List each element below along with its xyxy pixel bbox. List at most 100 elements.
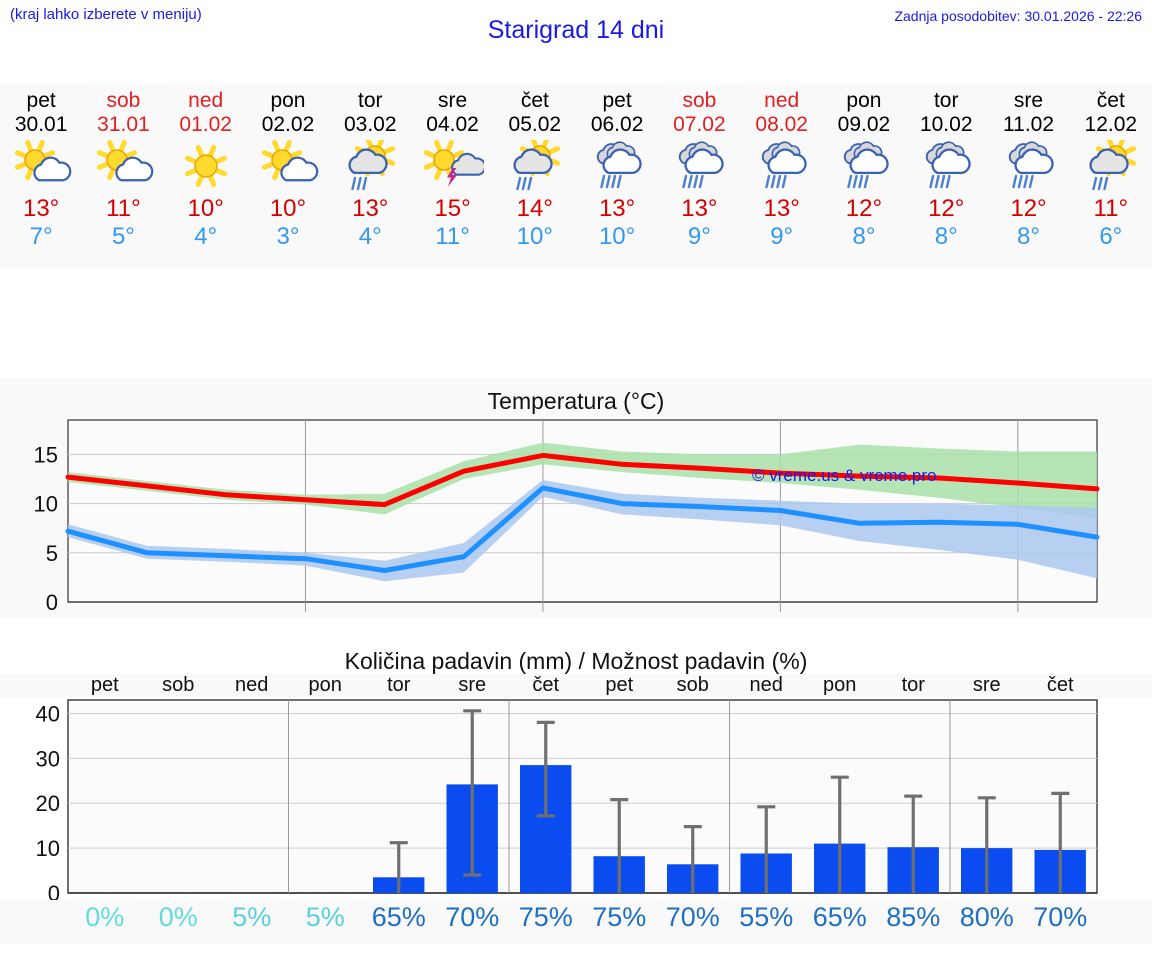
svg-text:20: 20: [36, 791, 60, 816]
precip-day-label-9: ned: [749, 674, 783, 696]
day-column-8[interactable]: sob 07.02 13° 9°: [658, 84, 740, 268]
day-min-temp: 9°: [770, 223, 794, 250]
precip-probability-8: 70%: [665, 902, 720, 932]
precip-probability-9: 55%: [739, 902, 794, 932]
day-name: sob: [106, 89, 141, 112]
sun-cloud-thunder-icon: [422, 139, 484, 195]
day-column-9[interactable]: ned 08.02 13° 9°: [741, 84, 823, 268]
day-date: 12.02: [1084, 113, 1138, 136]
day-column-3[interactable]: pon 02.02 10° 3°: [247, 84, 329, 268]
cloud-rain-icon: [833, 139, 895, 195]
day-date: 07.02: [673, 113, 726, 136]
day-min-temp: 4°: [358, 223, 382, 250]
cloud-rain-icon: [751, 139, 813, 195]
day-column-2[interactable]: ned 01.02 10° 4°: [165, 84, 247, 268]
day-max-temp: 11°: [1093, 195, 1129, 222]
precip-day-label-2: ned: [235, 674, 269, 696]
precip-day-label-5: sre: [458, 674, 487, 696]
day-max-temp: 12°: [1010, 195, 1047, 222]
day-column-12[interactable]: sre 11.02 12° 8°: [987, 84, 1069, 268]
cloud-rain-icon: [998, 139, 1060, 195]
day-max-temp: 12°: [928, 195, 965, 222]
precip-day-label-13: čet: [1046, 674, 1074, 696]
day-column-4[interactable]: tor 03.02 13° 4°: [329, 84, 411, 268]
day-column-0[interactable]: pet 30.01 13° 7°: [0, 84, 82, 268]
day-min-temp: 10°: [598, 223, 636, 250]
precip-day-label-1: sob: [162, 674, 195, 696]
day-date: 08.02: [755, 113, 808, 136]
precip-probability-2: 5%: [232, 902, 272, 932]
location-hint[interactable]: (kraj lahko izberete v meniju): [10, 6, 202, 23]
sun-cloud-rain-icon: [1080, 139, 1142, 195]
precip-day-label-0: pet: [90, 674, 119, 696]
precip-day-label-11: tor: [901, 674, 925, 696]
day-date: 11.02: [1003, 113, 1055, 136]
day-max-temp: 13°: [598, 195, 636, 222]
temperature-chart-title: Temperatura (°C): [487, 388, 665, 414]
precip-day-label-8: sob: [676, 674, 709, 696]
sun-icon: [175, 139, 237, 195]
day-date: 02.02: [261, 113, 315, 136]
day-name: pet: [602, 89, 632, 112]
day-column-11[interactable]: tor 10.02 12° 8°: [905, 84, 987, 268]
day-name: tor: [358, 89, 383, 112]
daily-forecast-strip: pet 30.01 13° 7° sob 31.01 11° 5° ned 01.0…: [0, 84, 1152, 268]
page-title: Starigrad 14 dni: [487, 16, 665, 44]
sun-cloud-icon: [10, 139, 72, 195]
svg-text:10: 10: [36, 836, 60, 861]
sun-cloud-rain-icon: [504, 139, 566, 195]
precip-probability-12: 80%: [959, 902, 1014, 932]
precipitation-chart-title: Količina padavin (mm) / Možnost padavin …: [344, 648, 808, 674]
day-max-temp: 12°: [845, 195, 883, 222]
day-max-temp: 11°: [106, 195, 141, 222]
day-name: pon: [846, 89, 882, 112]
precip-day-label-10: pon: [823, 674, 857, 696]
precip-probability-6: 75%: [518, 902, 573, 932]
precip-probability-7: 75%: [592, 902, 647, 932]
last-update-label: Zadnja posodobitev: 30.01.2026 - 22:26: [894, 8, 1142, 24]
day-date: 05.02: [508, 113, 562, 136]
day-max-temp: 15°: [434, 195, 471, 222]
day-min-temp: 10°: [516, 223, 553, 250]
day-name: tor: [933, 89, 959, 112]
precip-probability-10: 65%: [812, 902, 867, 932]
day-name: čet: [520, 89, 549, 112]
day-max-temp: 13°: [763, 195, 800, 222]
day-name: sre: [1013, 89, 1044, 112]
day-max-temp: 13°: [352, 195, 389, 222]
day-column-10[interactable]: pon 09.02 12° 8°: [823, 84, 905, 268]
precipitation-day-labels: pet sob ned pon tor sre čet pet sob ned pon tor sre č…: [0, 674, 1152, 698]
day-column-5[interactable]: sre 04.02 15° 11°: [411, 84, 493, 268]
day-name: čet: [1096, 89, 1125, 112]
day-name: sre: [437, 89, 468, 112]
day-min-temp: 6°: [1099, 223, 1123, 250]
cloud-rain-icon: [915, 139, 977, 195]
day-min-temp: 4°: [194, 223, 218, 250]
precip-probability-0: 0%: [85, 902, 125, 932]
day-name: sob: [682, 89, 717, 112]
day-min-temp: 5°: [111, 223, 135, 250]
precip-probability-4: 65%: [371, 902, 426, 932]
day-min-temp: 8°: [852, 223, 876, 250]
day-column-7[interactable]: pet 06.02 13° 10°: [576, 84, 658, 268]
sun-cloud-icon: [92, 139, 154, 195]
page-header: (kraj lahko izberete v meniju) Starigrad…: [0, 0, 1152, 80]
watermark-label: © vreme.us & vreme.pro: [752, 466, 937, 485]
precip-probability-5: 70%: [445, 902, 500, 932]
day-min-temp: 8°: [1017, 223, 1040, 250]
precip-probability-13: 70%: [1033, 902, 1088, 932]
cloud-rain-icon: [668, 139, 730, 195]
day-column-1[interactable]: sob 31.01 11° 5°: [82, 84, 164, 268]
day-date: 30.01: [14, 113, 68, 136]
day-column-6[interactable]: čet 05.02 14° 10°: [494, 84, 576, 268]
day-column-13[interactable]: čet 12.02 11° 6°: [1070, 84, 1152, 268]
day-min-temp: 9°: [687, 223, 711, 250]
day-date: 01.02: [179, 113, 232, 136]
day-min-temp: 7°: [29, 223, 53, 250]
svg-text:30: 30: [36, 746, 60, 771]
sun-cloud-icon: [257, 139, 319, 195]
day-max-temp: 13°: [681, 195, 718, 222]
sun-cloud-rain-icon: [339, 139, 401, 195]
precip-day-label-12: sre: [972, 674, 1001, 696]
